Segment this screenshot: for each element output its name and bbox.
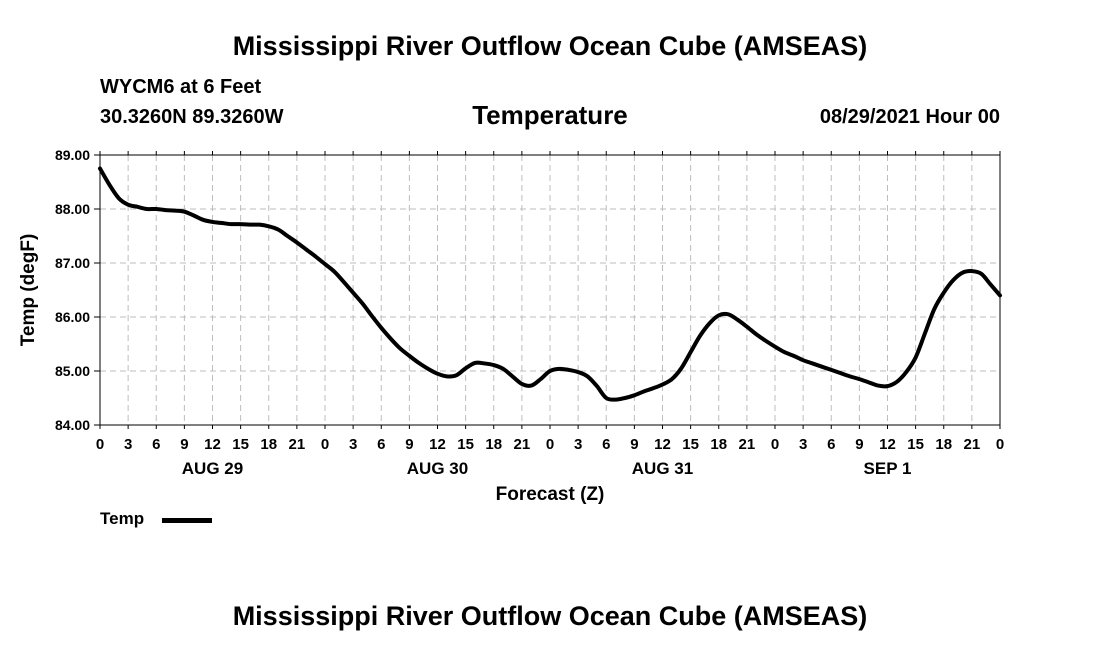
day-label: AUG 31	[632, 459, 693, 478]
x-tick-label: 0	[321, 436, 329, 453]
x-tick-label: 0	[546, 436, 554, 453]
x-tick-label: 6	[152, 436, 160, 453]
x-tick-label: 15	[457, 436, 474, 453]
x-tick-label: 15	[907, 436, 924, 453]
x-tick-label: 6	[377, 436, 385, 453]
x-tick-label: 15	[682, 436, 699, 453]
x-tick-label: 9	[630, 436, 638, 453]
x-tick-label: 18	[710, 436, 727, 453]
x-tick-label: 21	[739, 436, 756, 453]
coordinates-label: 30.3260N 89.3260W	[100, 106, 284, 128]
x-axis: 0 3 6 9 12 15 18 21 0 3 6 9 12 15 18 21 0 3 6 9 12 15 18 21 0 3 6 9…	[96, 151, 1004, 453]
y-tick-label: 88.00	[55, 201, 90, 217]
x-tick-label: 6	[827, 436, 835, 453]
x-tick-label: 3	[124, 436, 132, 453]
day-label: AUG 30	[407, 459, 468, 478]
x-tick-label: 15	[232, 436, 249, 453]
x-tick-label: 12	[429, 436, 446, 453]
chart-title: Temperature	[472, 100, 628, 130]
x-tick-label: 0	[96, 436, 104, 453]
x-tick-label: 18	[485, 436, 502, 453]
x-tick-label: 21	[964, 436, 981, 453]
x-tick-label: 9	[855, 436, 863, 453]
day-label: AUG 29	[182, 459, 243, 478]
x-tick-label: 12	[879, 436, 896, 453]
x-tick-label: 12	[654, 436, 671, 453]
x-tick-label: 21	[514, 436, 531, 453]
y-tick-label: 86.00	[55, 309, 90, 325]
legend-line-swatch	[162, 518, 212, 523]
x-tick-label: 9	[180, 436, 188, 453]
chart-main-title: Mississippi River Outflow Ocean Cube (AM…	[232, 31, 868, 61]
x-tick-label: 18	[935, 436, 952, 453]
y-axis-label: Temp (degF)	[18, 234, 39, 347]
day-labels: AUG 29 AUG 30 AUG 31 SEP 1	[182, 459, 912, 478]
footer-title: Mississippi River Outflow Ocean Cube (AM…	[232, 601, 868, 631]
x-tick-label: 12	[204, 436, 221, 453]
x-tick-label: 9	[405, 436, 413, 453]
x-axis-label: Forecast (Z)	[496, 484, 605, 505]
legend-label: Temp	[100, 509, 145, 528]
y-axis: 84.00 85.00 86.00 87.00 88.00 89.00	[55, 147, 100, 433]
x-tick-label: 0	[771, 436, 779, 453]
x-tick-label: 3	[349, 436, 357, 453]
x-tick-label: 3	[799, 436, 807, 453]
date-label: 08/29/2021 Hour 00	[819, 106, 1000, 128]
grid-lines	[100, 155, 1000, 425]
x-tick-label: 3	[574, 436, 582, 453]
series-line-temp	[98, 166, 1002, 402]
y-tick-label: 87.00	[55, 255, 90, 271]
x-tick-label: 0	[996, 436, 1004, 453]
station-label: WYCM6 at 6 Feet	[100, 76, 262, 98]
y-tick-label: 85.00	[55, 363, 90, 379]
x-tick-label: 6	[602, 436, 610, 453]
x-tick-label: 21	[289, 436, 306, 453]
x-tick-label: 18	[260, 436, 277, 453]
y-tick-label: 84.00	[55, 417, 90, 433]
day-label: SEP 1	[864, 459, 912, 478]
y-tick-label: 89.00	[55, 147, 90, 163]
